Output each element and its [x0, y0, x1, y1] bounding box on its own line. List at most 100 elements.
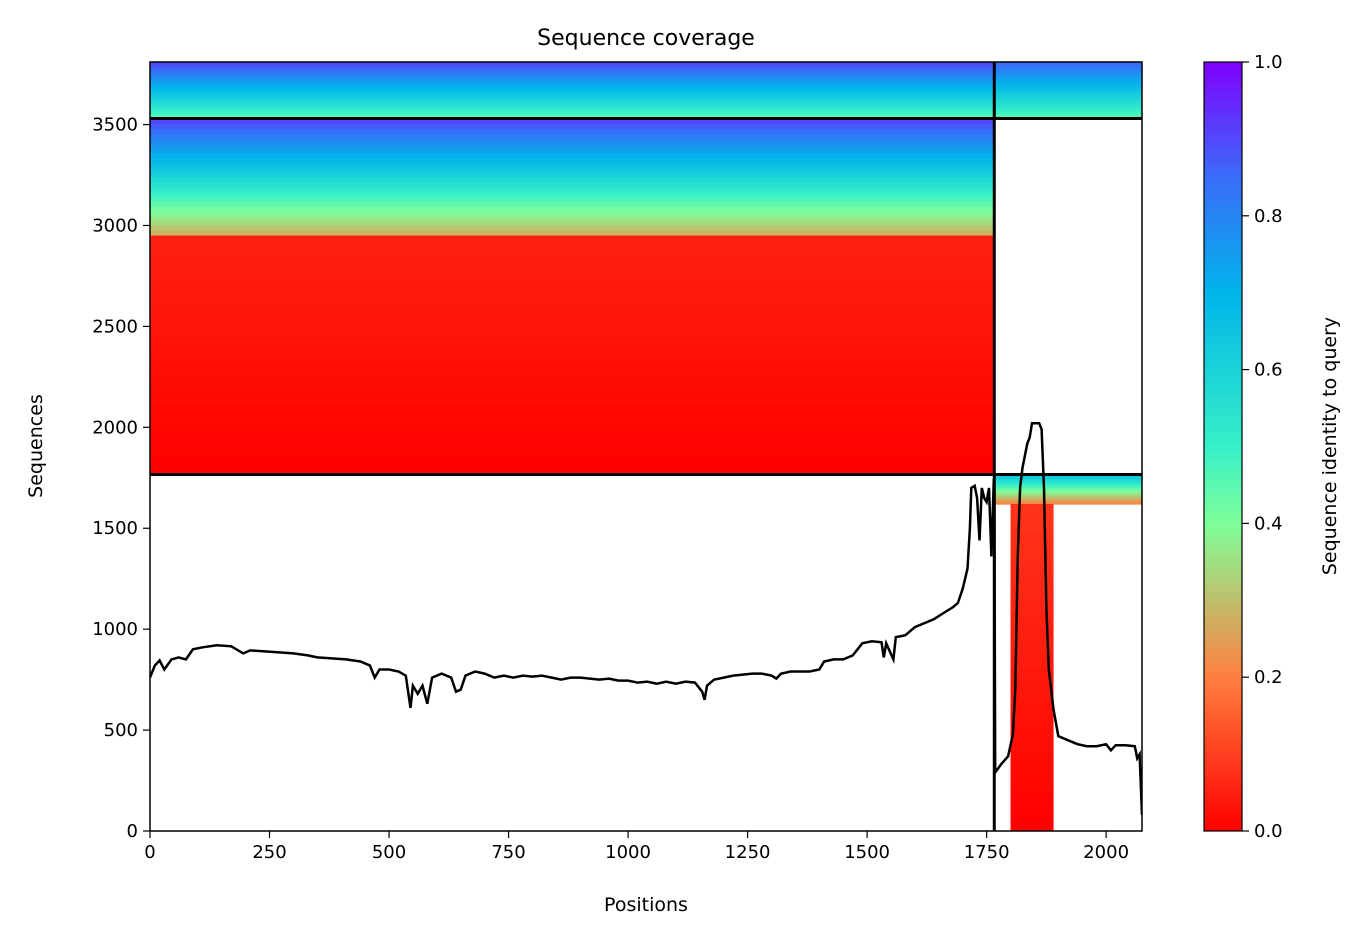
coverage-band [994, 475, 1142, 478]
coverage-band [150, 109, 995, 113]
colorbar-tick-label: 0.0 [1254, 821, 1283, 842]
coverage-band [994, 502, 1142, 505]
y-tick-label: 1500 [92, 518, 138, 539]
colorbar-tick-label: 0.4 [1254, 513, 1283, 534]
colorbar-tick-label: 0.2 [1254, 667, 1283, 688]
coverage-band [150, 64, 995, 68]
coverage-band [150, 201, 995, 207]
coverage-band [994, 109, 1142, 113]
coverage-band [1010, 653, 1054, 669]
colorbar: 0.0 0.2 0.4 0.6 0.8 1.0 Sequence identity to … [1203, 52, 1341, 842]
coverage-band [994, 71, 1142, 75]
coverage-band [994, 78, 1142, 82]
coverage-band [150, 211, 995, 217]
coverage-band [150, 454, 995, 466]
coverage-block [150, 235, 995, 476]
coverage-band [994, 485, 1142, 488]
x-tick-label: 750 [491, 842, 525, 863]
coverage-band [994, 113, 1142, 117]
x-axis: 0 250 500 750 1000 1250 1500 1750 2000 [144, 831, 1129, 863]
coverage-band [150, 196, 995, 203]
x-tick-label: 1250 [725, 842, 771, 863]
coverage-band [150, 355, 995, 366]
coverage-band [994, 496, 1142, 499]
coverage-band [150, 157, 995, 164]
coverage-band [994, 499, 1142, 501]
coverage-band [994, 501, 1142, 504]
coverage-band [1010, 708, 1054, 723]
coverage-band [150, 97, 995, 101]
coverage-band [994, 83, 1142, 87]
chart-title: Sequence coverage [537, 26, 755, 51]
x-tick-label: 0 [144, 842, 155, 863]
x-tick-label: 250 [252, 842, 286, 863]
coverage-band [150, 111, 995, 115]
coverage-band [150, 365, 995, 376]
coverage-band [150, 118, 995, 124]
coverage-band [150, 113, 995, 117]
y-tick-label: 500 [104, 720, 138, 741]
coverage-band [150, 295, 995, 306]
colorbar-ticks: 0.0 0.2 0.4 0.6 0.8 1.0 [1242, 52, 1283, 842]
y-tick-label: 2000 [92, 417, 138, 438]
coverage-band [150, 128, 995, 134]
coverage-band [150, 69, 995, 73]
coverage-band [150, 94, 995, 98]
colorbar-gradient [1203, 61, 1243, 832]
coverage-band [150, 414, 995, 426]
colorbar-tick-label: 1.0 [1254, 52, 1283, 73]
colorbar-tick-label: 0.6 [1254, 360, 1283, 381]
coverage-band [994, 481, 1142, 484]
coverage-band [994, 484, 1142, 487]
coverage-band [150, 464, 995, 476]
coverage-band [1010, 531, 1054, 546]
coverage-band [150, 87, 995, 91]
coverage-band [994, 494, 1142, 497]
coverage-block [150, 62, 995, 120]
coverage-band [150, 265, 995, 277]
coverage-band [994, 87, 1142, 91]
coverage-band [994, 73, 1142, 77]
coverage-band [1010, 599, 1054, 614]
coverage-band [150, 85, 995, 89]
coverage-block [994, 62, 1142, 120]
coverage-band [1010, 613, 1054, 628]
coverage-band [150, 73, 995, 77]
coverage-band [994, 480, 1142, 483]
x-tick-label: 1500 [844, 842, 890, 863]
coverage-band [150, 177, 995, 183]
coverage-band [150, 104, 995, 108]
coverage-line [150, 422, 1142, 815]
coverage-band [994, 479, 1142, 482]
x-axis-label: Positions [604, 894, 688, 916]
coverage-band [150, 394, 995, 406]
coverage-band [150, 345, 995, 356]
coverage-block [1010, 504, 1054, 831]
coverage-band [150, 384, 995, 396]
coverage-band [1010, 626, 1054, 641]
coverage-band [150, 230, 995, 237]
colorbar-tick-label: 0.8 [1254, 206, 1283, 227]
coverage-band [150, 255, 995, 267]
coverage-band [150, 80, 995, 84]
coverage-band [994, 69, 1142, 73]
y-tick-label: 1000 [92, 619, 138, 640]
coverage-band [150, 71, 995, 75]
coverage-band [150, 106, 995, 110]
coverage-band [150, 62, 995, 65]
coverage-band [150, 325, 995, 336]
coverage-band [994, 66, 1142, 70]
coverage-band [1010, 762, 1054, 778]
coverage-band [150, 147, 995, 154]
coverage-band [1010, 776, 1054, 791]
coverage-band [994, 92, 1142, 96]
coverage-band [1010, 504, 1054, 519]
coverage-band [150, 186, 995, 193]
coverage-band [994, 97, 1142, 101]
coverage-band [150, 181, 995, 188]
coverage-band [1010, 572, 1054, 587]
coverage-band [1010, 558, 1054, 573]
coverage-band [994, 76, 1142, 80]
colorbar-label: Sequence identity to query [1319, 317, 1341, 575]
coverage-band [1010, 640, 1054, 655]
